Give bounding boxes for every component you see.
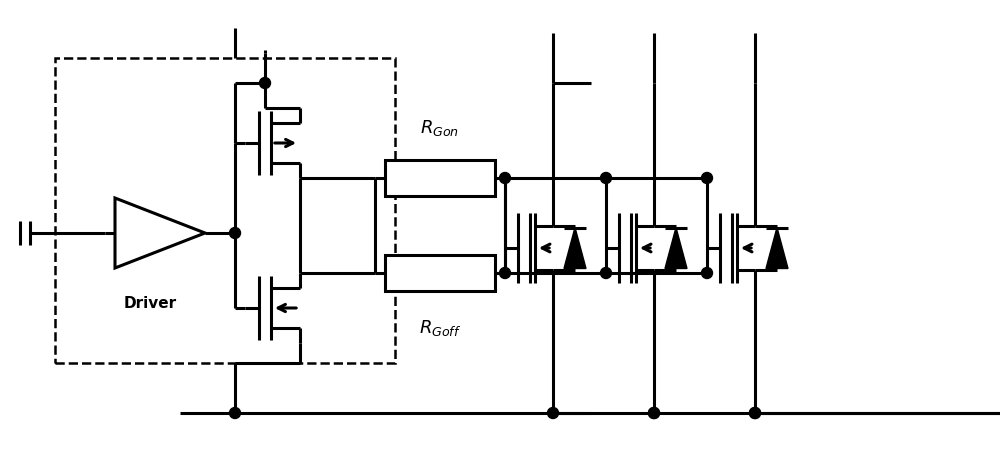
Circle shape: [600, 268, 612, 278]
Text: $R_{Goff}$: $R_{Goff}$: [419, 318, 461, 338]
Circle shape: [230, 408, 240, 418]
Text: $R_{Gon}$: $R_{Gon}$: [420, 118, 460, 138]
Circle shape: [500, 268, 511, 278]
Polygon shape: [766, 227, 788, 269]
Circle shape: [750, 408, 761, 418]
Circle shape: [500, 173, 511, 183]
Circle shape: [260, 78, 270, 88]
Circle shape: [600, 173, 612, 183]
Polygon shape: [564, 227, 586, 269]
Bar: [385, 255, 495, 291]
Circle shape: [701, 268, 712, 278]
Circle shape: [750, 408, 761, 418]
Circle shape: [701, 173, 712, 183]
Circle shape: [548, 408, 558, 418]
Polygon shape: [665, 227, 687, 269]
Text: Driver: Driver: [123, 295, 177, 310]
Circle shape: [230, 227, 240, 239]
Circle shape: [648, 408, 660, 418]
Circle shape: [648, 408, 660, 418]
Bar: [385, 160, 495, 196]
Bar: [55, 58, 395, 363]
